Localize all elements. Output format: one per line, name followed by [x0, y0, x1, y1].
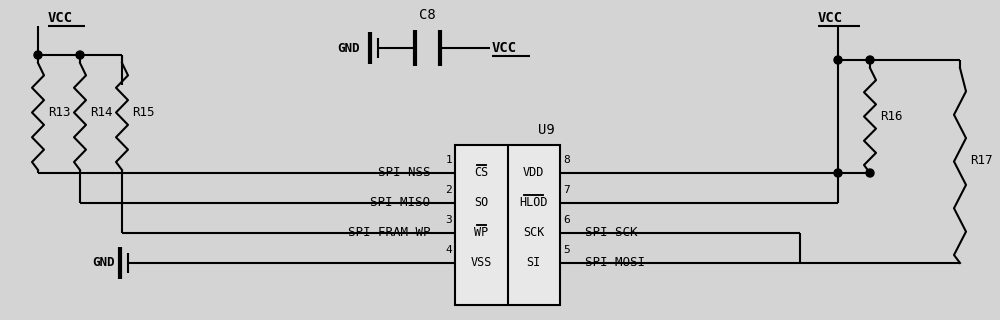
Text: U9: U9 [538, 123, 555, 137]
Circle shape [866, 56, 874, 64]
Text: 8: 8 [563, 155, 570, 165]
Text: GND: GND [92, 257, 115, 269]
Text: 2: 2 [445, 185, 452, 195]
Text: SPI MOSI: SPI MOSI [585, 257, 645, 269]
Text: 5: 5 [563, 245, 570, 255]
Text: VDD: VDD [523, 166, 544, 180]
Text: SPI FRAM WP: SPI FRAM WP [348, 227, 430, 239]
Circle shape [834, 56, 842, 64]
Circle shape [834, 169, 842, 177]
Text: SPI NSS: SPI NSS [378, 166, 430, 180]
Text: VCC: VCC [492, 41, 517, 55]
Text: GND: GND [338, 42, 360, 54]
Text: 3: 3 [445, 215, 452, 225]
Text: 1: 1 [445, 155, 452, 165]
Text: VCC: VCC [48, 11, 73, 25]
Text: 4: 4 [445, 245, 452, 255]
Text: SO: SO [474, 196, 488, 210]
Text: C8: C8 [419, 8, 436, 22]
Circle shape [34, 51, 42, 59]
Text: SCK: SCK [523, 227, 544, 239]
Text: R17: R17 [970, 155, 992, 167]
Text: R15: R15 [132, 106, 154, 118]
Text: SPI MISO: SPI MISO [370, 196, 430, 210]
Text: R16: R16 [880, 109, 902, 123]
Text: SI: SI [527, 257, 541, 269]
Text: 7: 7 [563, 185, 570, 195]
Text: HLOD: HLOD [520, 196, 548, 210]
Bar [455, 145, 560, 305]
Text: VCC: VCC [818, 11, 843, 25]
Text: R13: R13 [48, 106, 70, 118]
Circle shape [866, 169, 874, 177]
Text: 6: 6 [563, 215, 570, 225]
Text: CS: CS [474, 166, 488, 180]
Text: SPI SCK: SPI SCK [585, 227, 638, 239]
Text: VSS: VSS [471, 257, 492, 269]
Circle shape [76, 51, 84, 59]
Text: WP: WP [474, 227, 488, 239]
Text: R14: R14 [90, 106, 112, 118]
